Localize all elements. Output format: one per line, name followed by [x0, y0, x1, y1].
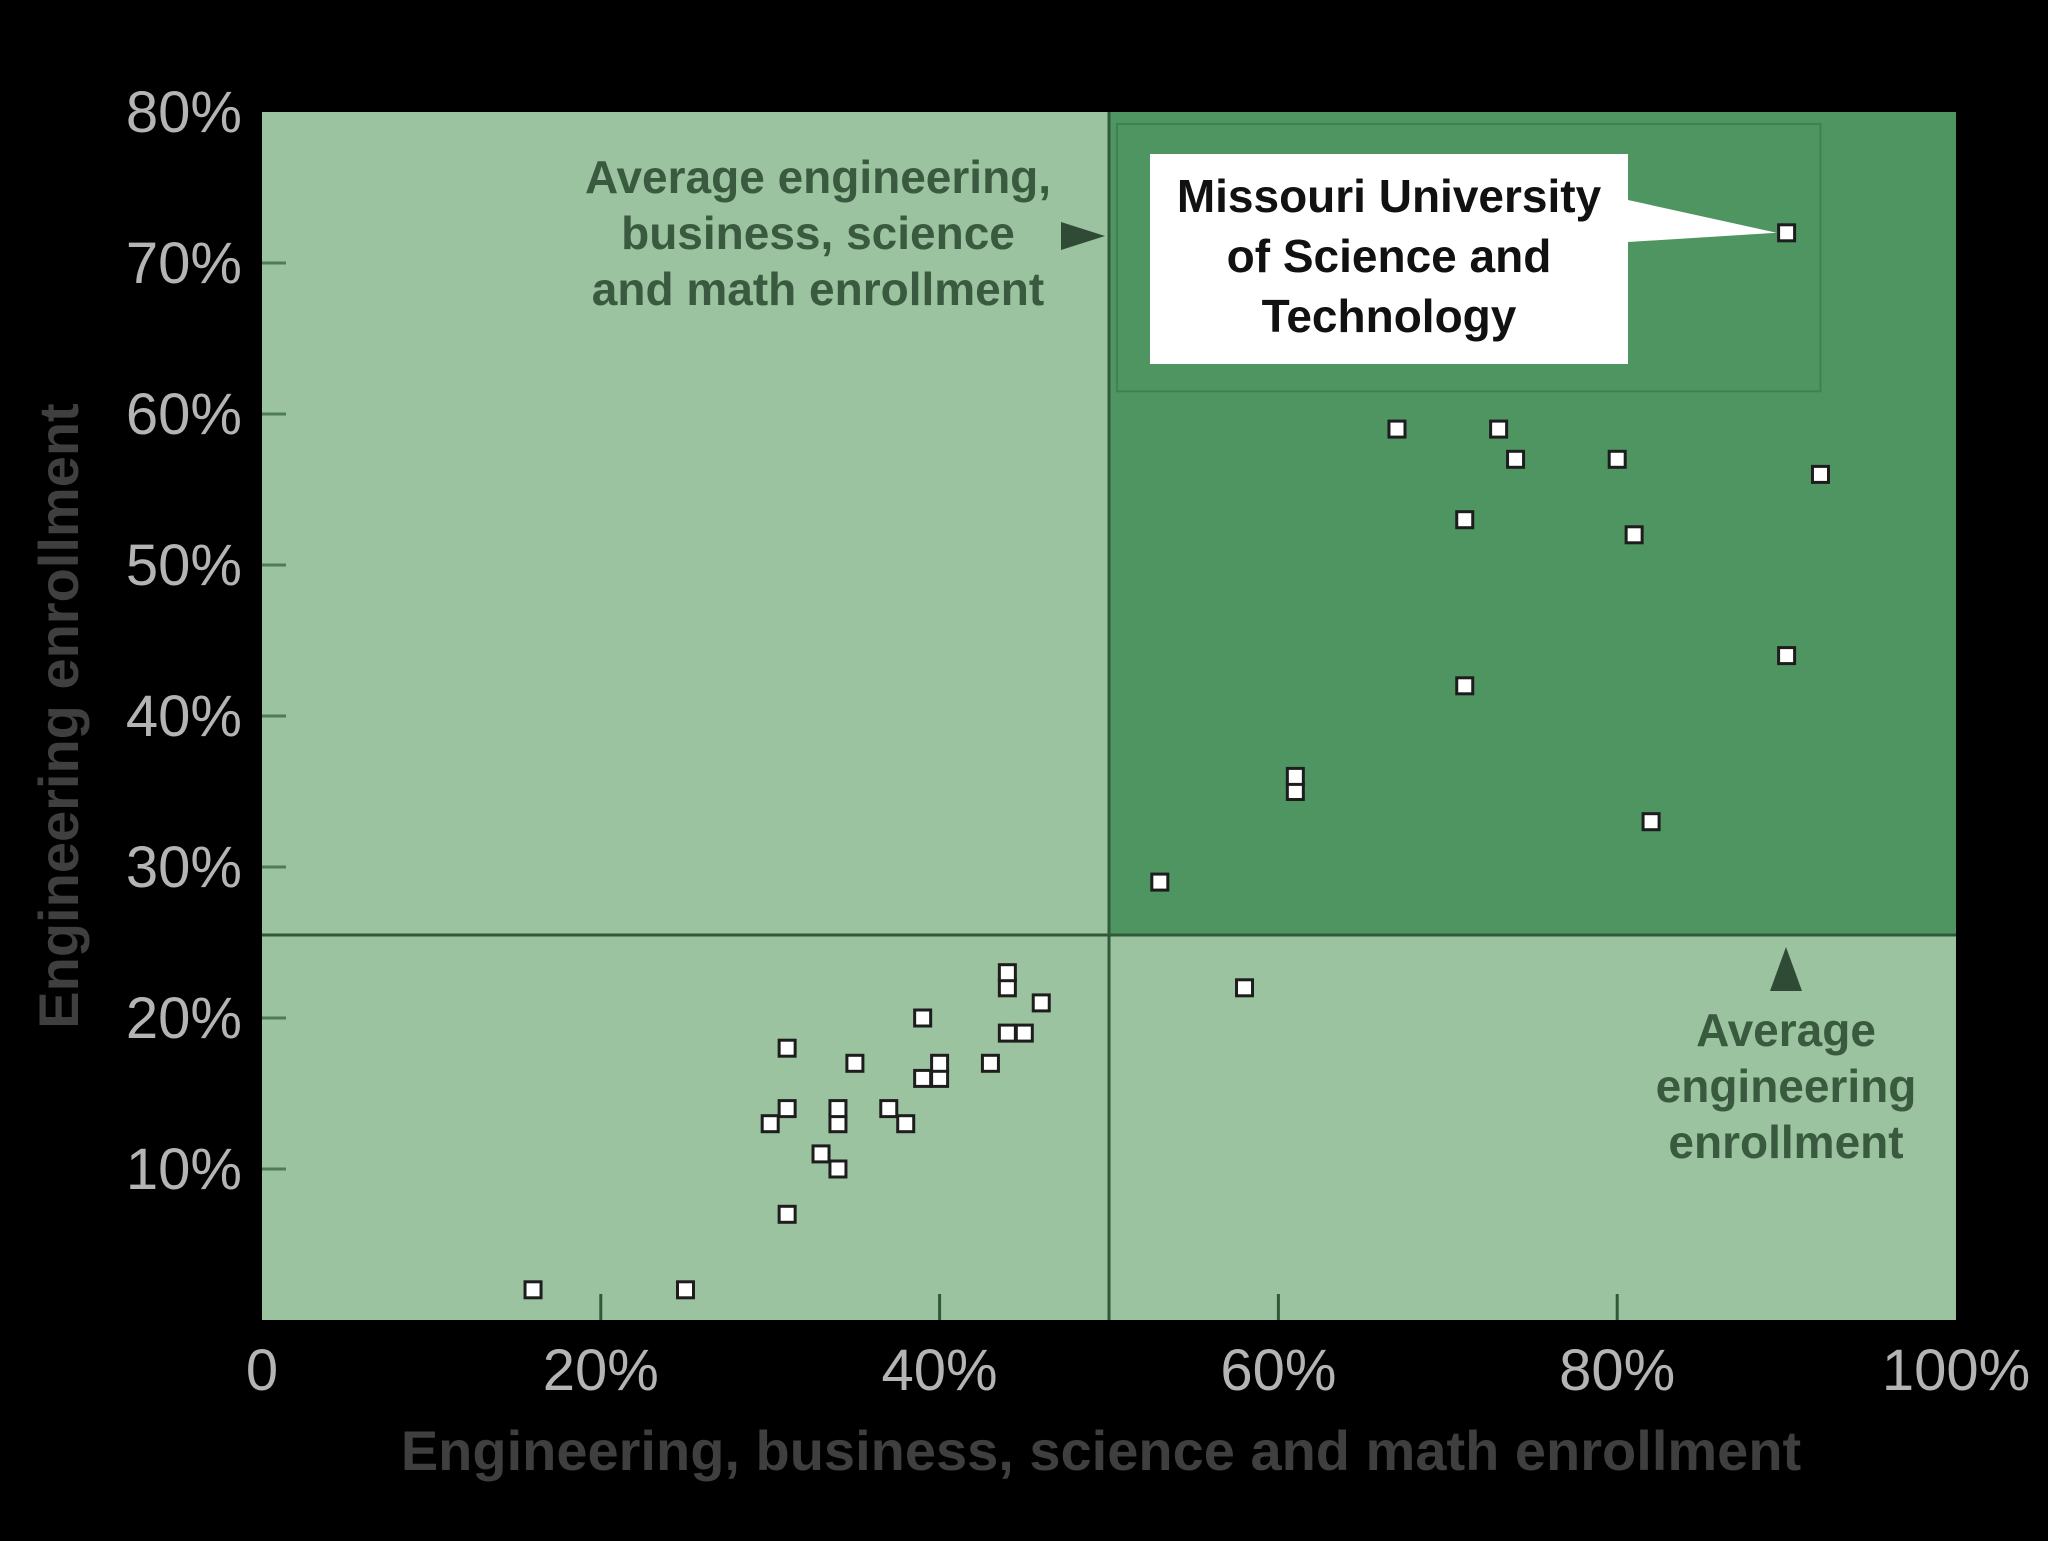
avg-y-label-line: enrollment	[1668, 1116, 1903, 1168]
data-point	[1031, 993, 1051, 1013]
callout-pointer	[1628, 200, 1777, 242]
data-point	[1607, 449, 1627, 469]
avg-y-label-line: engineering	[1656, 1060, 1917, 1112]
highlight-frame	[1116, 123, 1822, 393]
data-point	[997, 963, 1017, 983]
data-point	[1150, 872, 1170, 892]
x-axis-title: Engineering, business, science and math …	[401, 1419, 1801, 1482]
annotations: Average engineering,business, scienceand…	[585, 123, 1917, 1168]
data-point	[913, 1008, 933, 1028]
avg-x-label-line: Average engineering,	[585, 151, 1051, 203]
data-point	[980, 1053, 1000, 1073]
data-point	[1455, 510, 1475, 530]
y-tick-label: 50%	[126, 533, 242, 598]
data-point	[1014, 1023, 1034, 1043]
average-dividers	[262, 112, 1956, 1320]
x-axis-ticks: 0 20% 40% 60% 80% 100%	[246, 1294, 2030, 1403]
avg-y-arrow	[1770, 946, 1802, 991]
y-tick-label: 70%	[126, 231, 242, 296]
y-tick-label: 60%	[126, 382, 242, 447]
x-tick-label: 0	[246, 1338, 278, 1403]
avg-y-label-line: Average	[1696, 1004, 1876, 1056]
data-point	[1506, 449, 1526, 469]
data-point	[896, 1114, 916, 1134]
data-point	[828, 1159, 848, 1179]
data-point	[1387, 419, 1407, 439]
data-point	[523, 1280, 543, 1300]
data-point	[1624, 525, 1644, 545]
y-tick-label: 40%	[126, 684, 242, 749]
data-points	[523, 223, 1830, 1300]
data-point	[777, 1099, 797, 1119]
callout-label-line: Technology	[1262, 290, 1517, 342]
x-tick-label: 40%	[882, 1338, 998, 1403]
data-point	[913, 1068, 933, 1088]
y-axis-title: Engineering enrollment	[27, 403, 90, 1028]
y-tick-label: 30%	[126, 835, 242, 900]
data-point	[1489, 419, 1509, 439]
x-tick-label: 80%	[1559, 1338, 1675, 1403]
data-point	[1810, 464, 1830, 484]
y-tick-label: 80%	[126, 80, 242, 145]
y-tick-label: 20%	[126, 986, 242, 1051]
data-point	[777, 1204, 797, 1224]
avg-x-label-line: business, science	[621, 207, 1015, 259]
callout-label-line: Missouri University	[1177, 170, 1602, 222]
data-point	[879, 1099, 899, 1119]
callout-label-line: of Science and	[1227, 230, 1552, 282]
data-point	[845, 1053, 865, 1073]
x-tick-label: 60%	[1220, 1338, 1336, 1403]
data-point	[1641, 812, 1661, 832]
data-point	[930, 1053, 950, 1073]
y-tick-label: 10%	[126, 1137, 242, 1202]
data-point	[828, 1099, 848, 1119]
data-point	[997, 1023, 1017, 1043]
data-point	[1455, 676, 1475, 696]
avg-x-label-line: and math enrollment	[592, 263, 1044, 315]
y-axis-ticks: 10% 20% 30% 40% 50% 60% 70% 80%	[126, 80, 286, 1202]
data-point	[1235, 978, 1255, 998]
data-point	[1777, 646, 1797, 666]
data-point	[811, 1144, 831, 1164]
data-point	[1285, 766, 1305, 786]
data-point	[777, 1038, 797, 1058]
callout-box	[1150, 154, 1628, 364]
x-tick-label: 20%	[543, 1338, 659, 1403]
avg-x-arrow	[1061, 222, 1105, 250]
x-tick-label: 100%	[1882, 1338, 2030, 1403]
data-point	[760, 1114, 780, 1134]
data-point	[1777, 223, 1797, 243]
data-point	[676, 1280, 695, 1300]
